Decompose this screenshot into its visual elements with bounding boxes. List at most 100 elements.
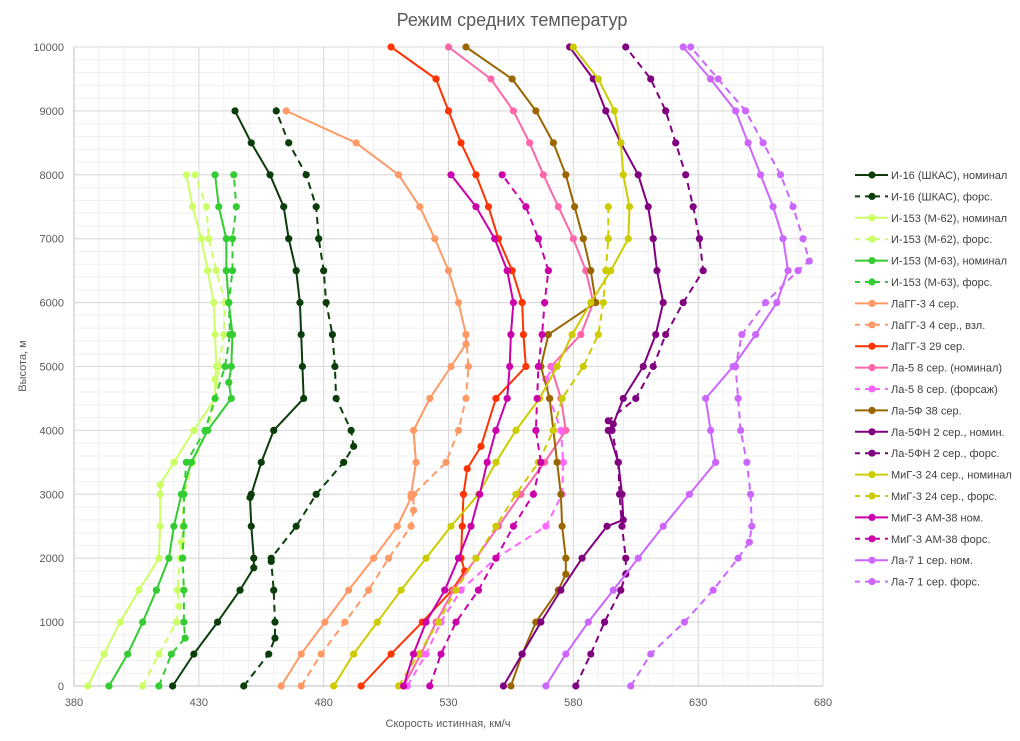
legend-label: МиГ-3 24 сер., номинал — [891, 470, 1012, 482]
data-point — [211, 375, 219, 383]
data-point — [534, 362, 542, 371]
data-point — [215, 203, 223, 211]
data-point — [257, 458, 265, 466]
data-point — [426, 682, 434, 690]
data-point — [434, 618, 443, 626]
data-point — [805, 257, 813, 265]
data-point — [394, 171, 403, 179]
data-point — [761, 299, 770, 307]
data-point — [215, 362, 223, 371]
data-point — [532, 618, 540, 626]
data-point — [365, 586, 373, 594]
data-point — [680, 618, 689, 626]
data-point — [584, 618, 592, 626]
data-point — [625, 203, 634, 211]
data-point — [487, 75, 495, 83]
plot-series — [84, 43, 813, 690]
legend-label: И-153 (М-62), номинал — [891, 213, 1007, 225]
legend-marker-icon — [868, 278, 876, 286]
data-point — [197, 235, 205, 243]
legend-label: Ла-5 8 сер. (номинал) — [891, 363, 1002, 375]
legend-label: И-153 (М-63), форс. — [891, 277, 992, 289]
data-point — [734, 554, 742, 562]
legend-item: Ла-5Ф 38 сер. — [855, 405, 962, 417]
legend-item: И-153 (М-62), форс. — [855, 234, 992, 246]
x-tick-label: 480 — [314, 697, 332, 709]
data-point — [609, 586, 617, 594]
data-point — [745, 538, 753, 546]
data-point — [542, 682, 550, 690]
data-point — [220, 330, 228, 339]
data-point — [442, 458, 450, 466]
data-point — [139, 682, 147, 690]
data-point — [578, 554, 586, 562]
data-point — [619, 171, 627, 179]
data-point — [416, 203, 424, 211]
data-point — [267, 554, 275, 562]
data-point — [472, 203, 480, 211]
data-point — [297, 650, 305, 658]
data-point — [707, 426, 715, 434]
data-point — [228, 235, 237, 243]
data-point — [553, 362, 561, 371]
data-point — [776, 171, 785, 179]
legend-item: ЛаГГ-3 4 сер., взл. — [855, 320, 985, 332]
legend-label: ЛаГГ-3 4 сер., взл. — [891, 320, 985, 332]
series-line — [84, 171, 220, 690]
legend-marker-icon — [868, 235, 876, 243]
data-point — [759, 139, 767, 147]
data-point — [467, 522, 475, 530]
data-point — [649, 362, 657, 371]
data-point — [492, 554, 500, 562]
data-point — [124, 650, 132, 658]
data-point — [213, 618, 222, 626]
data-point — [689, 203, 697, 211]
data-point — [712, 458, 720, 466]
data-point — [270, 426, 278, 434]
legend-item: Ла-5 8 сер. (форсаж) — [855, 384, 998, 396]
data-point — [399, 682, 408, 690]
data-point — [542, 522, 550, 530]
legend-label: МиГ-3 24 сер., форс. — [891, 491, 997, 503]
series-line — [572, 43, 707, 690]
data-point — [170, 522, 178, 530]
data-point — [270, 586, 278, 594]
legend-item: Ла-7 1 сер. ном. — [855, 555, 973, 567]
data-point — [508, 267, 516, 275]
data-point — [454, 299, 463, 307]
data-point — [714, 75, 722, 83]
data-point — [221, 362, 229, 371]
data-point — [165, 554, 173, 562]
data-point — [212, 267, 220, 275]
data-point — [569, 43, 577, 51]
x-tick-label: 680 — [814, 697, 832, 709]
data-point — [659, 522, 667, 530]
data-point — [607, 267, 615, 275]
legend-marker-icon — [868, 385, 876, 393]
series-line — [627, 43, 813, 690]
data-point — [604, 235, 612, 243]
legend-marker-icon — [868, 192, 876, 200]
data-point — [537, 618, 545, 626]
data-point — [155, 650, 163, 658]
y-tick-label: 9000 — [40, 106, 64, 118]
legend-marker-icon — [868, 428, 876, 436]
legend-marker-icon — [868, 492, 876, 500]
data-point — [452, 586, 460, 594]
data-point — [454, 554, 463, 562]
legend-marker-icon — [868, 535, 876, 543]
data-point — [737, 426, 745, 434]
data-point — [174, 586, 182, 594]
legend-label: И-16 (ШКАС), номинал — [891, 170, 1007, 182]
data-point — [387, 650, 395, 658]
data-point — [247, 139, 255, 147]
data-point — [302, 171, 310, 179]
data-point — [679, 43, 687, 51]
data-point — [695, 235, 704, 243]
data-point — [280, 203, 288, 211]
legend-label: Ла-5Ф 38 сер. — [891, 405, 962, 417]
data-point — [297, 682, 305, 690]
data-point — [562, 554, 570, 562]
data-point — [332, 394, 340, 403]
